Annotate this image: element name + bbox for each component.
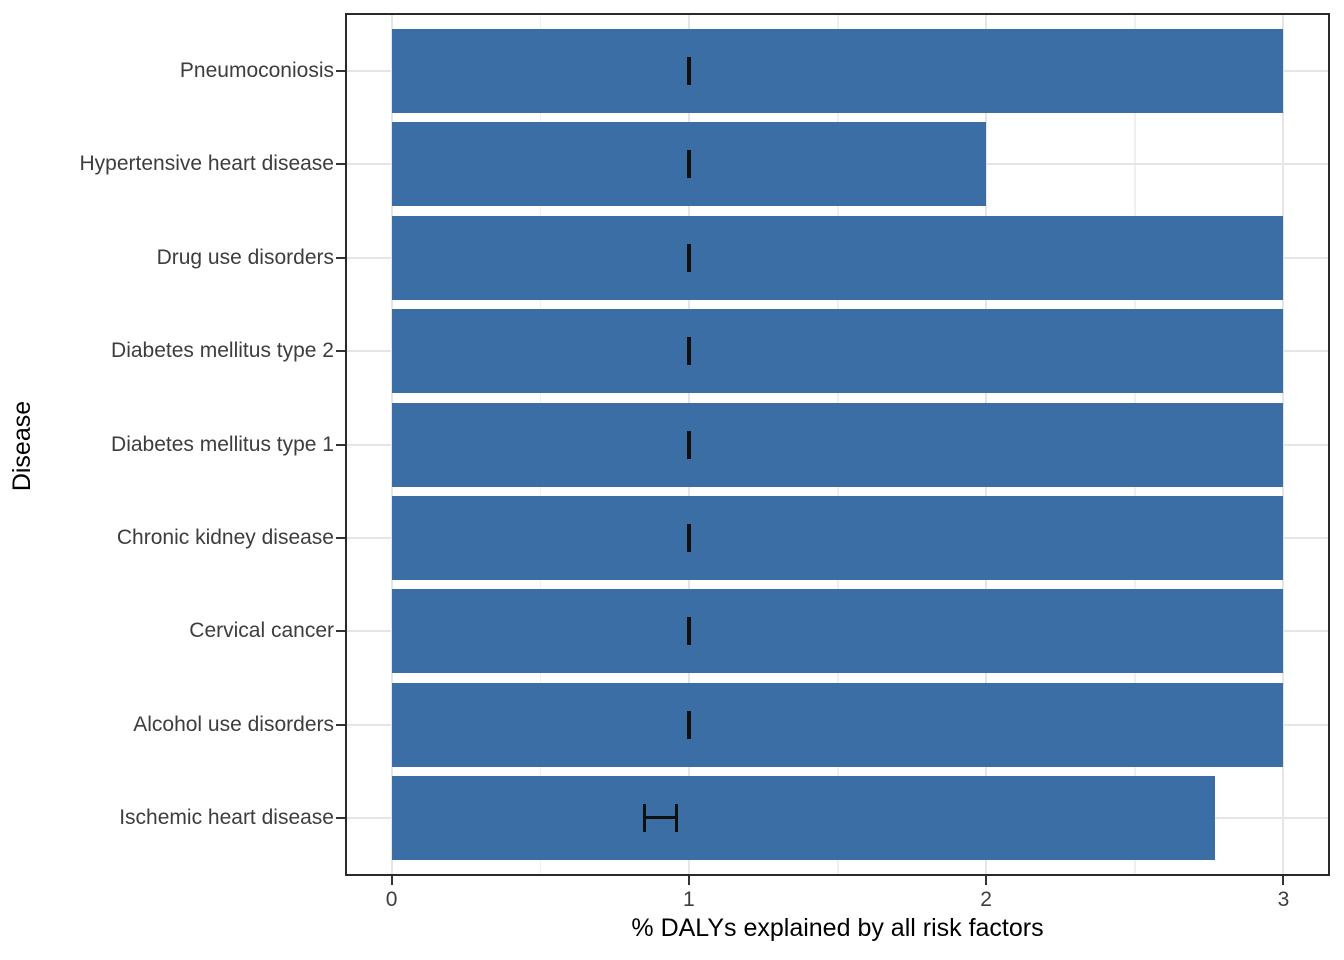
y-axis-tick xyxy=(336,723,345,726)
y-tick-label: Pneumoconiosis xyxy=(179,59,334,83)
y-axis-tick xyxy=(336,536,345,539)
x-tick-label: 1 xyxy=(683,888,695,911)
plot-panel xyxy=(345,13,1330,876)
y-tick-label: Cervical cancer xyxy=(189,619,334,643)
x-axis-tick xyxy=(687,876,690,885)
error-bar-tick xyxy=(686,57,691,86)
y-axis-tick xyxy=(336,443,345,446)
x-axis-tick xyxy=(390,876,393,885)
x-tick-label: 0 xyxy=(385,888,398,911)
bar xyxy=(391,589,1284,674)
y-axis-tick xyxy=(336,163,345,166)
y-axis-tick xyxy=(336,350,345,353)
error-bar-cap xyxy=(675,803,679,832)
bar xyxy=(391,495,1284,580)
bar xyxy=(391,682,1284,767)
error-bar-tick xyxy=(686,243,691,272)
bar xyxy=(391,29,1284,114)
y-tick-label: Chronic kidney disease xyxy=(116,525,334,549)
y-axis-title: Disease xyxy=(8,400,36,492)
error-bar-tick xyxy=(686,617,691,646)
y-axis-tick xyxy=(336,70,345,73)
y-tick-label: Diabetes mellitus type 1 xyxy=(111,432,334,456)
y-axis-tick xyxy=(336,816,345,819)
bar xyxy=(391,402,1284,487)
x-axis-tick xyxy=(1282,876,1285,885)
x-tick-label: 2 xyxy=(980,888,992,911)
error-bar-tick xyxy=(686,523,691,552)
error-bar-tick xyxy=(686,150,691,179)
bar xyxy=(391,775,1216,860)
y-axis-tick xyxy=(336,256,345,259)
error-bar-cap xyxy=(642,803,646,832)
bar xyxy=(391,309,1284,394)
y-tick-label: Ischemic heart disease xyxy=(119,805,334,829)
y-tick-label: Drug use disorders xyxy=(156,245,334,269)
y-tick-label: Hypertensive heart disease xyxy=(79,152,334,176)
y-tick-label: Alcohol use disorders xyxy=(133,712,334,736)
bar xyxy=(391,215,1284,300)
y-axis-tick xyxy=(336,630,345,633)
error-bar-connector xyxy=(644,816,677,820)
error-bar-tick xyxy=(686,710,691,739)
x-axis-tick xyxy=(985,876,988,885)
x-tick-label: 3 xyxy=(1277,888,1290,911)
x-axis-title: % DALYs explained by all risk factors xyxy=(631,914,1044,942)
error-bar-tick xyxy=(686,337,691,366)
y-tick-label: Diabetes mellitus type 2 xyxy=(111,339,334,363)
error-bar-tick xyxy=(686,430,691,459)
